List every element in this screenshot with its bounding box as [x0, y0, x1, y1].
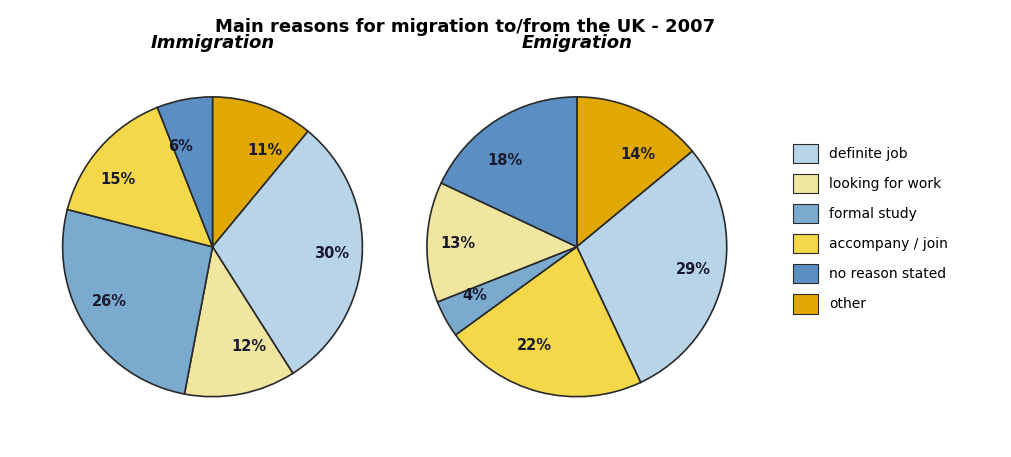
- Wedge shape: [427, 183, 576, 302]
- Wedge shape: [212, 131, 362, 373]
- Text: 4%: 4%: [462, 288, 487, 303]
- Wedge shape: [437, 247, 576, 335]
- Wedge shape: [455, 247, 640, 397]
- Text: Main reasons for migration to/from the UK - 2007: Main reasons for migration to/from the U…: [215, 18, 715, 36]
- Title: Emigration: Emigration: [521, 34, 632, 52]
- Text: 13%: 13%: [440, 236, 474, 251]
- Text: 6%: 6%: [169, 139, 193, 154]
- Wedge shape: [576, 97, 692, 247]
- Text: 11%: 11%: [247, 143, 282, 159]
- Text: 29%: 29%: [675, 261, 711, 276]
- Text: 22%: 22%: [516, 338, 551, 353]
- Text: 14%: 14%: [620, 147, 655, 162]
- Text: 30%: 30%: [314, 246, 349, 260]
- Text: 12%: 12%: [232, 340, 267, 355]
- Wedge shape: [157, 97, 212, 247]
- Title: Immigration: Immigration: [151, 34, 274, 52]
- Wedge shape: [184, 247, 292, 397]
- Wedge shape: [441, 97, 576, 247]
- Wedge shape: [576, 151, 726, 383]
- Text: 26%: 26%: [91, 294, 126, 309]
- Wedge shape: [68, 107, 212, 247]
- Wedge shape: [63, 209, 212, 394]
- Text: 18%: 18%: [486, 153, 522, 168]
- Legend: definite job, looking for work, formal study, accompany / join, no reason stated: definite job, looking for work, formal s…: [786, 137, 954, 320]
- Wedge shape: [212, 97, 307, 247]
- Text: 15%: 15%: [101, 172, 135, 187]
